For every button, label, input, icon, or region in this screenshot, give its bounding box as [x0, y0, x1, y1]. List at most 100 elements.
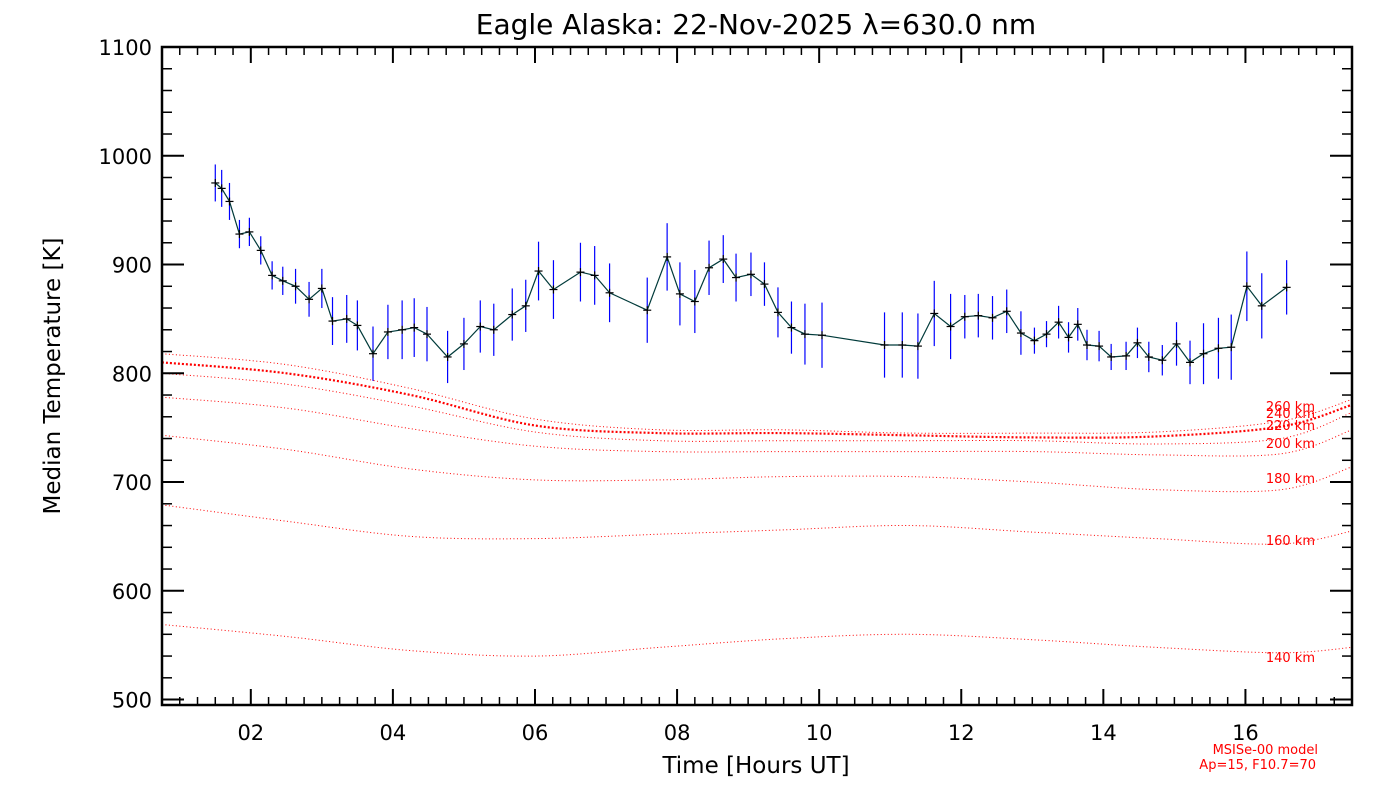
observation-point: [398, 325, 407, 334]
observation-point: [605, 288, 614, 297]
model-curve-200-km: [161, 396, 1353, 457]
observation-point: [880, 341, 889, 350]
observation-point: [746, 270, 755, 279]
x-tick-label: 16: [1232, 721, 1259, 745]
observation-point: [913, 342, 922, 351]
observation-point: [1016, 329, 1025, 338]
y-tick-label: 800: [112, 362, 152, 386]
observation-point: [1133, 338, 1142, 347]
model-curve-label: 180 km: [1266, 472, 1315, 487]
observation-point: [410, 323, 419, 332]
observation-point: [383, 327, 392, 336]
model-curve-140-km: [161, 624, 1353, 657]
observation-point: [1158, 356, 1167, 365]
x-tick-label: 02: [237, 721, 264, 745]
model-name-note: MSISe-00 model: [1213, 743, 1318, 758]
chart-title: Eagle Alaska: 22-Nov-2025 λ=630.0 nm: [476, 8, 1036, 41]
x-tick-label: 14: [1090, 721, 1117, 745]
observation-point: [369, 349, 378, 358]
plot-frame: [160, 45, 1354, 707]
observation-point: [800, 330, 809, 339]
observation-point: [245, 227, 254, 236]
model-curve-label: 260 km: [1266, 400, 1315, 415]
observation-point: [489, 325, 498, 334]
observation-point: [217, 184, 226, 193]
y-tick-label: 600: [112, 580, 152, 604]
observation-point: [719, 255, 728, 264]
x-tick-label: 10: [806, 721, 833, 745]
model-curve-160-km: [161, 504, 1353, 545]
model-curve-label: 200 km: [1266, 437, 1315, 452]
observation-point: [705, 263, 714, 272]
observation-point: [422, 330, 431, 339]
observation-point: [1083, 341, 1092, 350]
observation-point: [225, 197, 234, 206]
observation-point: [1227, 343, 1236, 352]
observation-point: [508, 310, 517, 319]
observation-point: [1030, 336, 1039, 345]
observation-point: [1199, 349, 1208, 358]
observation-point: [328, 317, 337, 326]
observation-point: [663, 252, 672, 261]
observation-point: [1242, 282, 1251, 291]
observation-series: [211, 164, 1291, 385]
observation-point: [1002, 307, 1011, 316]
observation-point: [818, 331, 827, 340]
y-axis-label: Median Temperature [K]: [40, 238, 66, 515]
observation-point: [1042, 330, 1051, 339]
model-curve-220-km: [161, 372, 1353, 445]
observation-point: [675, 289, 684, 298]
observation-point: [1073, 320, 1082, 329]
observation-point: [773, 308, 782, 317]
observation-point: [521, 301, 530, 310]
observation-point: [1186, 358, 1195, 367]
y-tick-label: 1100: [99, 36, 152, 60]
observation-point: [1095, 342, 1104, 351]
observation-point: [476, 322, 485, 331]
observation-point: [732, 273, 741, 282]
y-tick-label: 500: [112, 689, 152, 713]
x-axis-label: Time [Hours UT]: [661, 753, 849, 779]
observation-point: [534, 267, 543, 276]
observation-point: [1144, 352, 1153, 361]
observation-point: [974, 311, 983, 320]
x-tick-label: 04: [380, 721, 407, 745]
observation-point: [988, 313, 997, 322]
observation-point: [305, 295, 314, 304]
y-tick-label: 900: [112, 254, 152, 278]
observation-point: [787, 323, 796, 332]
observation-point: [590, 271, 599, 280]
observation-point: [549, 285, 558, 294]
observation-point: [1064, 333, 1073, 342]
observation-point: [576, 268, 585, 277]
observation-point: [459, 339, 468, 348]
observation-point: [1054, 318, 1063, 327]
observation-point: [342, 314, 351, 323]
model-curve-260-km: [161, 353, 1353, 434]
observation-point: [291, 282, 300, 291]
observation-point: [256, 246, 265, 255]
observation-point: [760, 280, 769, 289]
model-parameters-note: Ap=15, F10.7=70: [1199, 758, 1316, 773]
observation-point: [643, 306, 652, 315]
model-curve-label: 240 km: [1266, 407, 1315, 422]
observation-point: [235, 230, 244, 239]
observation-point: [1282, 283, 1291, 292]
model-curve-240-km: [161, 361, 1353, 439]
observation-point: [930, 309, 939, 318]
observation-point: [1122, 351, 1131, 360]
model-curve-label: 160 km: [1266, 534, 1315, 549]
axes: 02 04 06 08 10 12 14 16 500 600 700 800 900 1000 1100: [99, 36, 1352, 745]
model-curve-180-km: [161, 434, 1353, 493]
observation-point: [278, 276, 287, 285]
x-tick-label: 12: [948, 721, 975, 745]
x-tick-label: 06: [522, 721, 549, 745]
observation-point: [353, 321, 362, 330]
observation-point: [268, 271, 277, 280]
observation-point: [1257, 301, 1266, 310]
observation-point: [690, 297, 699, 306]
observation-point: [211, 178, 220, 187]
y-tick-label: 1000: [99, 145, 152, 169]
